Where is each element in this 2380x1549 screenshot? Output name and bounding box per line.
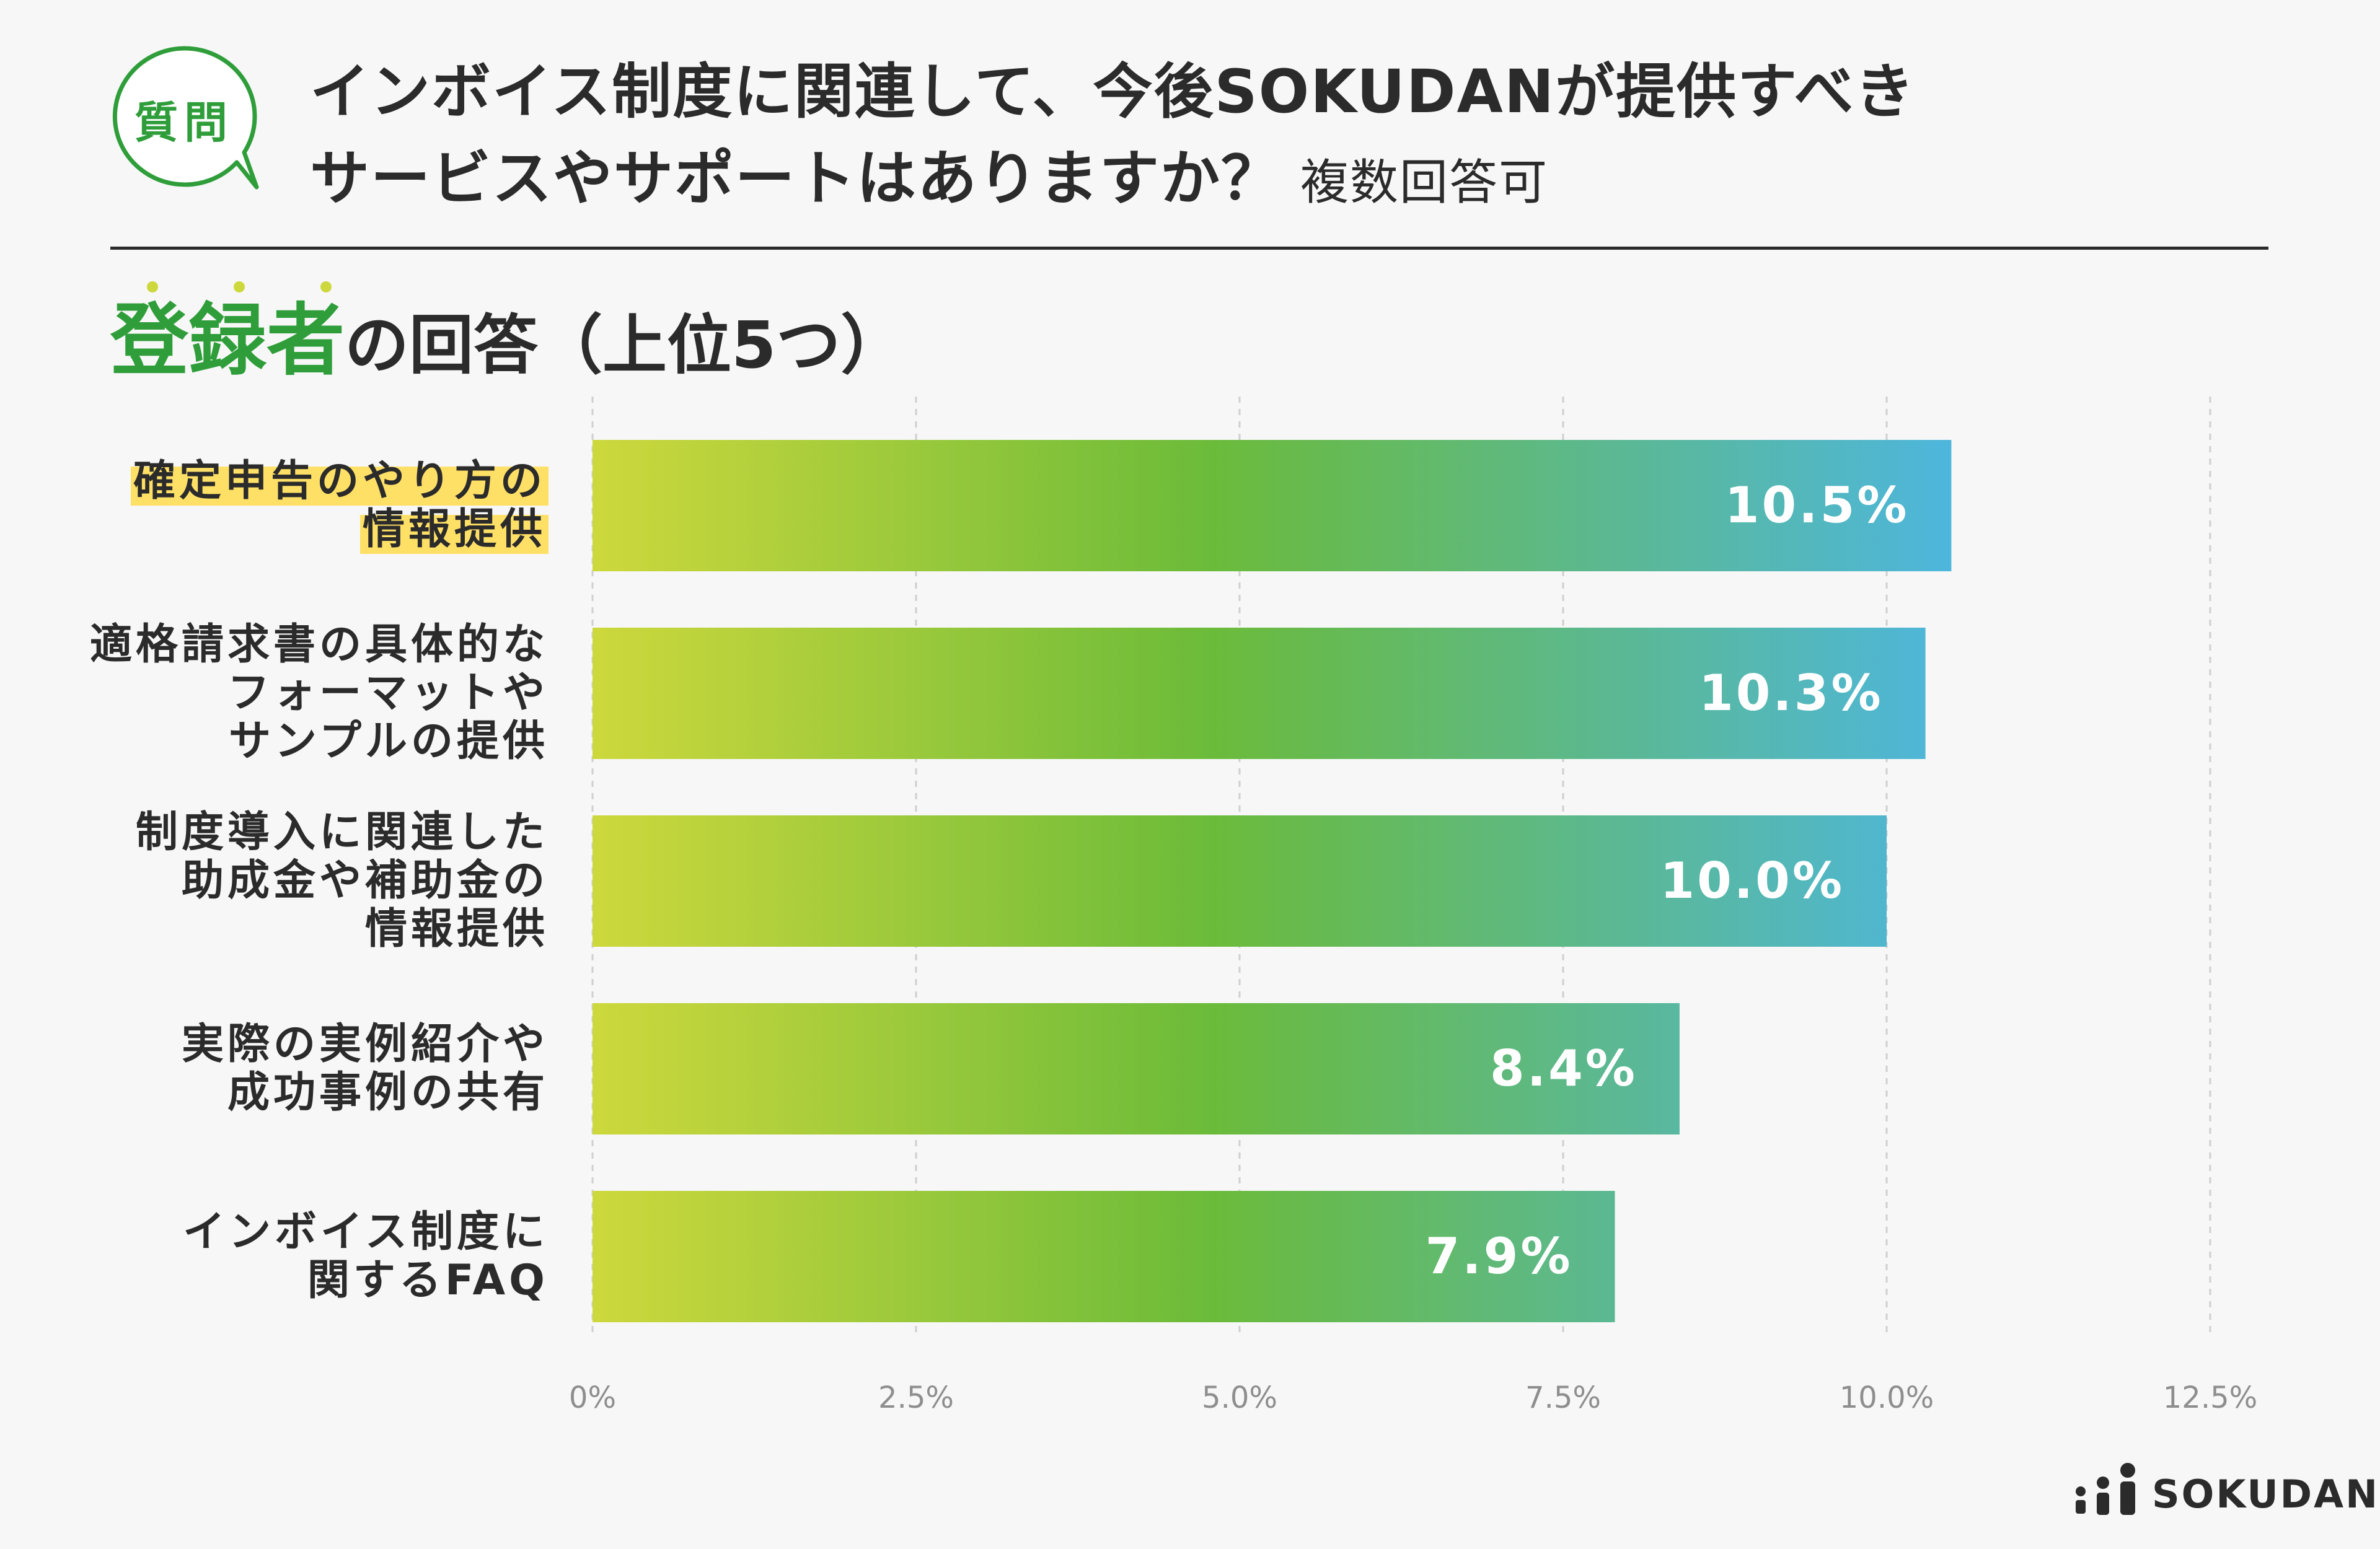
x-tick-label: 7.5% bbox=[1525, 1380, 1601, 1415]
category-label: インボイス制度に 関するFAQ bbox=[183, 1208, 549, 1305]
question-text: インボイス制度に関連して、今後SOKUDANが提供すべき サービスやサポートはあ… bbox=[310, 48, 1915, 226]
category-label: 制度導入に関連した 助成金や補助金の 情報提供 bbox=[135, 808, 549, 954]
emphasis-dots-icon bbox=[147, 281, 332, 292]
bar bbox=[593, 1191, 1615, 1322]
brand-name: SOKUDAN bbox=[2152, 1472, 2379, 1517]
bar bbox=[593, 628, 1926, 759]
x-tick-label: 12.5% bbox=[2162, 1380, 2258, 1415]
bar bbox=[593, 440, 1952, 571]
chart-title: 登録者の回答（上位5つ） bbox=[110, 291, 905, 395]
question-line-2: サービスやサポートはありますか？ bbox=[310, 144, 1282, 213]
question-note: 複数回答可 bbox=[1300, 155, 1549, 211]
bar bbox=[593, 1003, 1680, 1134]
bar-value-label: 10.0% bbox=[1660, 852, 1844, 910]
question-bubble-icon bbox=[112, 46, 259, 190]
x-tick-label: 5.0% bbox=[1202, 1380, 1277, 1415]
x-tick-label: 10.0% bbox=[1839, 1380, 1934, 1415]
question-line-1: インボイス制度に関連して、今後SOKUDANが提供すべき bbox=[310, 57, 1916, 126]
sokudan-logo-icon bbox=[2076, 1463, 2135, 1515]
bar-value-label: 8.4% bbox=[1490, 1040, 1637, 1097]
bar bbox=[593, 815, 1887, 947]
divider bbox=[110, 247, 2268, 250]
category-label: 適格請求書の具体的な フォーマットや サンプルの提供 bbox=[89, 620, 549, 766]
bar-value-label: 10.5% bbox=[1724, 476, 1910, 534]
x-tick-label: 0% bbox=[568, 1380, 617, 1415]
bar-value-label: 7.9% bbox=[1425, 1227, 1573, 1285]
question-badge: 質問 bbox=[134, 97, 234, 148]
bar-value-label: 10.3% bbox=[1699, 664, 1884, 722]
chart-title-rest: の回答（上位5つ） bbox=[345, 307, 906, 383]
x-tick-label: 2.5% bbox=[878, 1380, 954, 1415]
chart-title-accent: 登録者 bbox=[110, 295, 345, 386]
category-label: 確定申告のやり方の 情報提供 bbox=[130, 457, 549, 554]
category-label: 実際の実例紹介や 成功事例の共有 bbox=[181, 1020, 549, 1117]
